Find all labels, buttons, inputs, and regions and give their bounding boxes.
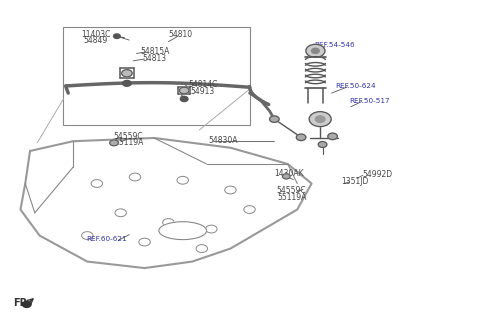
Circle shape: [121, 70, 132, 77]
Text: 54913: 54913: [190, 87, 214, 96]
Text: 54559C: 54559C: [114, 132, 143, 141]
Circle shape: [225, 186, 236, 194]
Circle shape: [315, 116, 325, 122]
Circle shape: [139, 238, 150, 246]
Text: 1430AK: 1430AK: [275, 169, 304, 177]
Circle shape: [244, 206, 255, 214]
Circle shape: [82, 232, 93, 239]
Text: FR: FR: [13, 298, 27, 308]
Text: 54810: 54810: [168, 31, 192, 39]
Text: 55119A: 55119A: [278, 193, 307, 202]
Text: 11403C: 11403C: [81, 31, 110, 39]
Circle shape: [115, 209, 126, 217]
Circle shape: [163, 219, 174, 226]
Text: 55119A: 55119A: [115, 138, 144, 147]
Text: 54815A: 54815A: [141, 47, 170, 56]
Text: 54813: 54813: [142, 54, 166, 63]
Text: REF.60-621: REF.60-621: [86, 236, 127, 242]
Circle shape: [306, 44, 325, 57]
Ellipse shape: [159, 222, 206, 240]
Text: REF.50-517: REF.50-517: [349, 98, 389, 104]
Circle shape: [110, 140, 118, 146]
Circle shape: [270, 116, 279, 122]
Circle shape: [328, 133, 337, 140]
Text: REF.54-546: REF.54-546: [314, 42, 355, 48]
Bar: [63, 28, 250, 125]
Circle shape: [177, 176, 189, 184]
Circle shape: [309, 112, 331, 127]
Circle shape: [180, 96, 188, 102]
Circle shape: [129, 173, 141, 181]
Text: 54992D: 54992D: [363, 170, 393, 179]
Circle shape: [296, 134, 306, 141]
Circle shape: [91, 180, 103, 187]
Circle shape: [180, 87, 189, 94]
Text: 1351JD: 1351JD: [341, 177, 369, 186]
Circle shape: [114, 34, 120, 38]
Circle shape: [205, 225, 217, 233]
Text: REF.50-624: REF.50-624: [336, 83, 376, 89]
Circle shape: [122, 80, 131, 86]
Text: 54814C: 54814C: [189, 80, 218, 89]
Text: 54849: 54849: [84, 36, 108, 45]
Circle shape: [282, 174, 290, 179]
Circle shape: [312, 48, 319, 53]
Circle shape: [318, 142, 327, 147]
Text: 54830A: 54830A: [208, 136, 238, 145]
Text: 54559C: 54559C: [277, 187, 306, 195]
Circle shape: [23, 301, 31, 307]
Circle shape: [196, 245, 207, 253]
